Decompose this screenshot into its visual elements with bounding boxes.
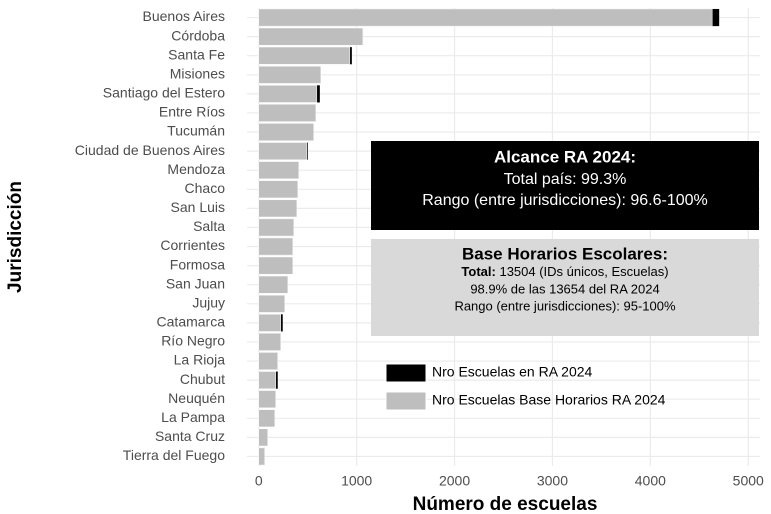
y-tick-label: Santiago del Estero [103, 85, 225, 101]
annotation-line: Total: 13504 (IDs únicos, Escuelas) [461, 264, 668, 279]
y-tick-label: San Luis [171, 199, 225, 215]
bar [258, 352, 278, 370]
y-tick-label: Santa Fe [168, 46, 225, 62]
bar [258, 218, 295, 237]
y-tick-label: Entre Ríos [159, 104, 225, 120]
y-tick-label: Neuquén [168, 390, 225, 406]
x-tick-label: 4000 [635, 473, 666, 489]
y-tick-label: Chubut [180, 371, 225, 387]
y-tick-label: Formosa [170, 256, 225, 272]
bar [258, 371, 277, 389]
bar [258, 65, 322, 84]
bar [258, 333, 282, 351]
y-tick-label: Tucumán [167, 123, 225, 139]
bar [258, 237, 294, 256]
y-tick-label: Corrientes [160, 237, 225, 253]
bar [258, 8, 713, 27]
bar [258, 85, 318, 103]
y-tick-label: Misiones [170, 65, 225, 81]
bar [258, 256, 294, 275]
annotation-line: Rango (entre jurisdicciones): 95-100% [454, 298, 676, 313]
x-axis-title: Número de escuelas [413, 494, 598, 514]
bar [258, 27, 364, 46]
y-tick-label: San Juan [166, 275, 225, 291]
y-tick-label: Ciudad de Buenos Aires [75, 142, 225, 158]
bar [258, 161, 300, 180]
y-tick-label: Chaco [185, 180, 226, 196]
x-tick-label: 3000 [537, 473, 568, 489]
annotation-line: Total país: 99.3% [504, 171, 627, 188]
bar [258, 428, 269, 447]
y-tick-label: Mendoza [167, 161, 225, 177]
y-tick-label: Jujuy [192, 294, 225, 310]
legend-key [385, 391, 427, 411]
bar [258, 104, 317, 122]
y-tick-label: Buenos Aires [143, 8, 226, 24]
y-tick-label: La Pampa [161, 409, 225, 425]
y-tick-label: Tierra del Fuego [123, 447, 225, 463]
annotation-line: 98.9% de las 13654 del RA 2024 [470, 281, 659, 296]
bar [258, 294, 286, 313]
x-tick-label: 1000 [341, 473, 372, 489]
y-tick-label: Río Negro [161, 333, 225, 349]
annotation-label: Total: [461, 264, 495, 279]
bar [258, 390, 277, 409]
bar [258, 447, 265, 466]
annotation-text: 13504 (IDs únicos, Escuelas) [499, 264, 668, 279]
bar [258, 46, 351, 65]
y-axis-title: Jurisdicción [5, 181, 26, 293]
x-tick-label: 2000 [439, 473, 470, 489]
legend-key [385, 363, 427, 383]
bar [258, 275, 289, 294]
bar [258, 142, 308, 160]
annotation-box [371, 239, 759, 336]
bar [258, 199, 298, 218]
bar [258, 180, 299, 199]
bar [258, 123, 315, 141]
bar [258, 409, 276, 428]
bar [258, 314, 282, 332]
annotation-line: Rango (entre jurisdicciones): 96.6-100% [422, 192, 707, 209]
x-tick-label: 0 [255, 473, 263, 489]
y-tick-label: Santa Cruz [155, 428, 225, 444]
legend-label: Nro Escuelas en RA 2024 [432, 364, 593, 380]
y-tick-label: Catamarca [157, 314, 226, 330]
annotation-title: Alcance RA 2024: [494, 147, 636, 166]
annotation-title: Base Horarios Escolares: [462, 244, 668, 263]
legend-label: Nro Escuelas Base Horarios RA 2024 [432, 392, 666, 408]
y-tick-label: La Rioja [174, 352, 226, 368]
y-tick-label: Salta [193, 218, 225, 234]
x-tick-label: 5000 [733, 473, 764, 489]
annotation-box [371, 141, 759, 230]
y-tick-label: Córdoba [171, 27, 225, 43]
